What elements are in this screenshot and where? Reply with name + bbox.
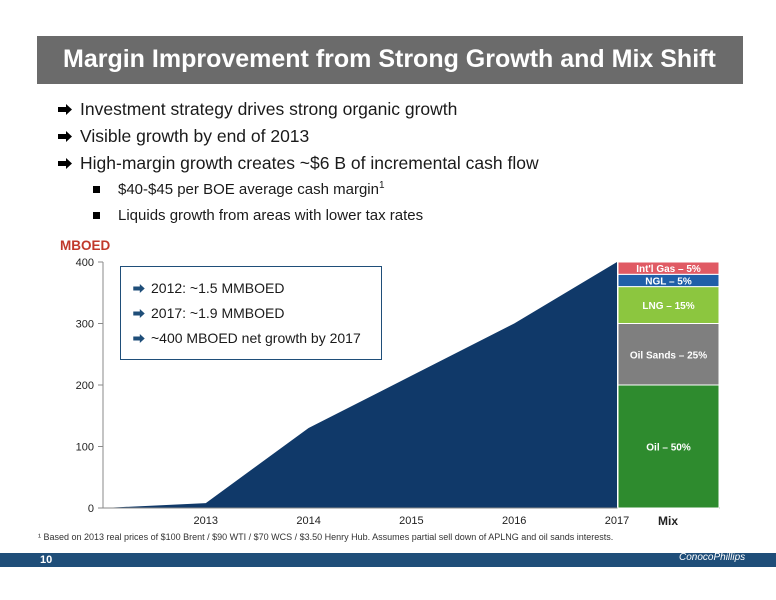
- bullet-list: Investment strategy drives strong organi…: [58, 96, 748, 229]
- square-bullet-icon: [93, 186, 100, 193]
- company-logo: ConocoPhillips: [679, 552, 746, 563]
- mix-segment: [617, 286, 720, 325]
- y-tick-label: 0: [88, 503, 94, 515]
- y-tick-label: 200: [76, 380, 94, 392]
- title-bar: Margin Improvement from Strong Growth an…: [37, 36, 743, 84]
- page-title: Margin Improvement from Strong Growth an…: [63, 45, 716, 73]
- y-tick-label: 400: [76, 257, 94, 269]
- mix-segment-label: Int'l Gas – 5%: [636, 264, 701, 275]
- bullet-item: High-margin growth creates ~$6 B of incr…: [58, 150, 748, 177]
- x-tick-label: 2016: [502, 515, 526, 527]
- bullet-text: Visible growth by end of 2013: [80, 126, 310, 146]
- footnote: ¹ Based on 2013 real prices of $100 Bren…: [38, 532, 614, 542]
- sub-bullet-item: $40-$45 per BOE average cash margin1: [58, 177, 748, 203]
- bullet-text: Investment strategy drives strong organi…: [80, 99, 458, 119]
- callout-box: 2012: ~1.5 MMBOED 2017: ~1.9 MMBOED ~400…: [120, 266, 382, 360]
- growth-area: [103, 262, 617, 508]
- mix-segment-label: Oil – 50%: [646, 443, 691, 454]
- footnote-marker: 1: [378, 180, 385, 191]
- page-number: 10: [40, 554, 53, 566]
- arrow-bullet-icon: [133, 334, 145, 343]
- footer-bar: [0, 553, 776, 567]
- sub-bullet-text: Liquids growth from areas with lower tax…: [118, 207, 424, 224]
- x-tick-label: 2017: [605, 515, 629, 527]
- callout-item: 2017: ~1.9 MMBOED: [133, 305, 284, 321]
- x-tick-label: 2014: [296, 515, 320, 527]
- mix-segment: [617, 384, 720, 509]
- mix-segment: [617, 323, 720, 386]
- callout-text: 2012: ~1.5 MMBOED: [151, 280, 285, 296]
- arrow-bullet-icon: [133, 284, 145, 293]
- bullet-item: Visible growth by end of 2013: [58, 123, 748, 150]
- callout-text: 2017: ~1.9 MMBOED: [151, 305, 285, 321]
- arrow-bullet-icon: [133, 309, 145, 318]
- arrow-bullet-icon: [58, 131, 72, 142]
- y-axis-unit-label: MBOED: [60, 238, 111, 253]
- sub-bullet-item: Liquids growth from areas with lower tax…: [58, 203, 748, 229]
- arrow-bullet-icon: [58, 158, 72, 169]
- callout-item: ~400 MBOED net growth by 2017: [133, 330, 361, 346]
- sub-bullet-text: $40-$45 per BOE average cash margin: [118, 181, 379, 198]
- callout-item: 2012: ~1.5 MMBOED: [133, 280, 284, 296]
- mix-segment-label: Oil Sands – 25%: [630, 350, 707, 361]
- square-bullet-icon: [93, 212, 100, 219]
- arrow-bullet-icon: [58, 104, 72, 115]
- bullet-item: Investment strategy drives strong organi…: [58, 96, 748, 123]
- callout-text: ~400 MBOED net growth by 2017: [151, 330, 361, 346]
- x-tick-label: 2013: [194, 515, 218, 527]
- y-tick-label: 100: [76, 442, 94, 454]
- bullet-text: High-margin growth creates ~$6 B of incr…: [80, 153, 539, 173]
- y-tick-label: 300: [76, 319, 94, 331]
- mix-segment-label: LNG – 15%: [642, 301, 694, 312]
- mix-segment-label: NGL – 5%: [645, 276, 692, 287]
- mix-column-label: Mix: [658, 514, 678, 528]
- x-tick-label: 2015: [399, 515, 423, 527]
- mix-segment: [617, 261, 720, 275]
